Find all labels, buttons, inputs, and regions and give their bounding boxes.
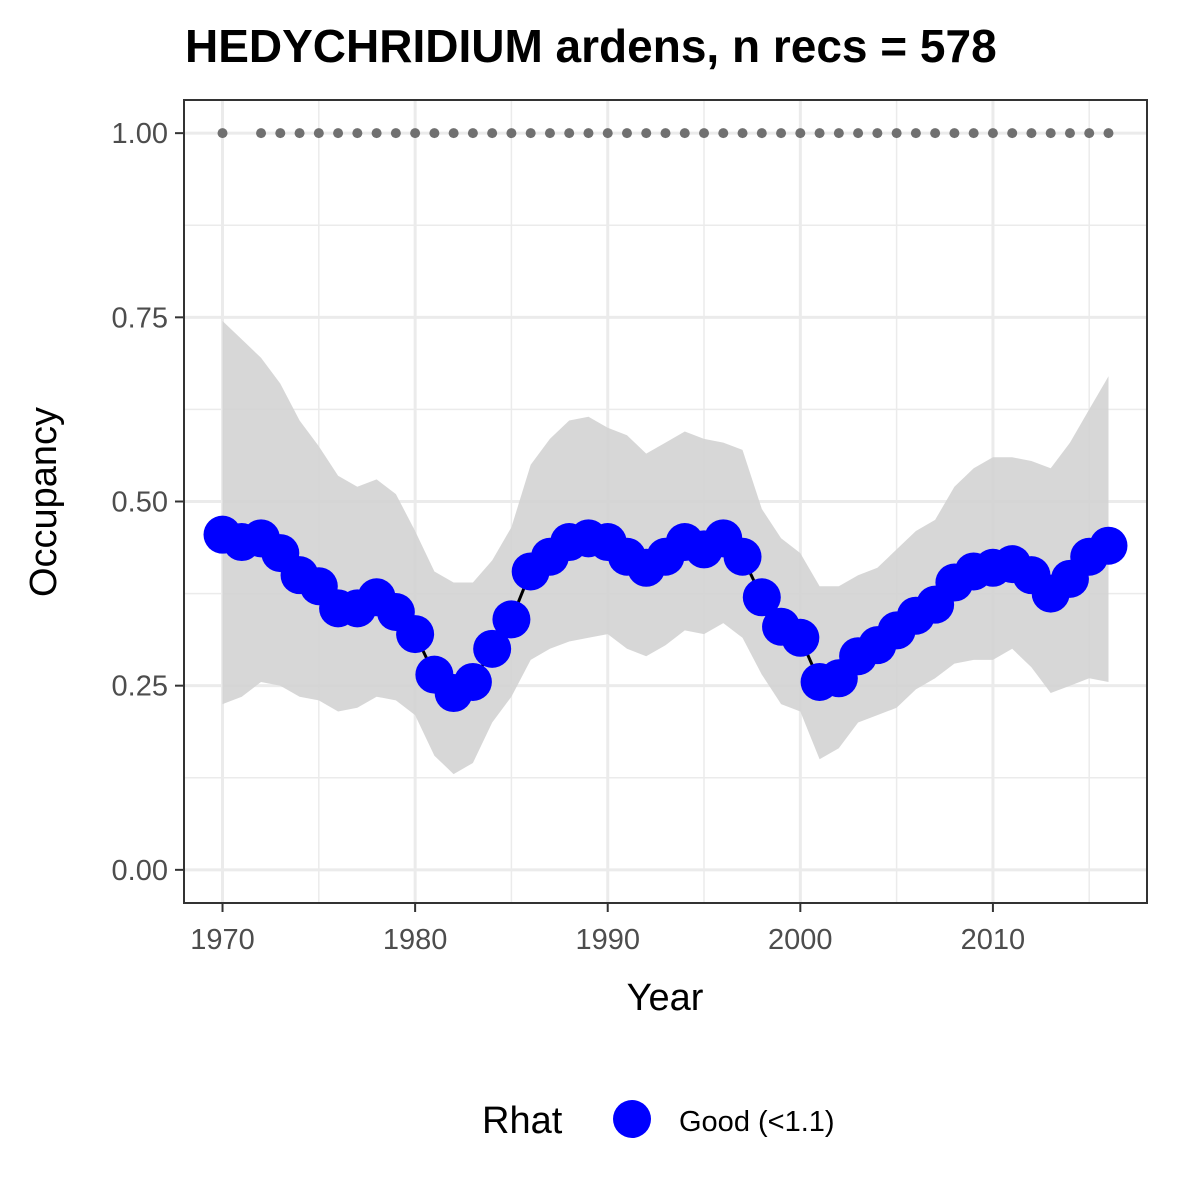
detection-point <box>872 128 883 139</box>
detection-point <box>390 128 401 139</box>
detection-point <box>352 128 363 139</box>
detection-point <box>1045 128 1056 139</box>
y-tick-label: 1.00 <box>112 118 168 150</box>
detection-points <box>217 128 1114 139</box>
detection-point <box>1064 128 1075 139</box>
detection-point <box>583 128 594 139</box>
detection-point <box>1007 128 1018 139</box>
chart-title: HEDYCHRIDIUM ardens, n recs = 578 <box>185 20 997 72</box>
detection-point <box>949 128 960 139</box>
x-tick-label: 1980 <box>383 924 448 956</box>
occupancy-point <box>723 537 762 576</box>
detection-point <box>313 128 324 139</box>
x-tick-label: 2010 <box>961 924 1026 956</box>
detection-point <box>621 128 632 139</box>
x-tick-label: 1990 <box>575 924 640 956</box>
detection-point <box>602 128 613 139</box>
detection-point <box>853 128 864 139</box>
detection-point <box>506 128 517 139</box>
occupancy-point <box>492 600 531 639</box>
detection-point <box>544 128 555 139</box>
detection-point <box>910 128 921 139</box>
detection-point <box>217 128 228 139</box>
detection-point <box>930 128 941 139</box>
y-tick-label: 0.25 <box>112 671 168 703</box>
x-tick-label: 1970 <box>190 924 255 956</box>
detection-point <box>256 128 267 139</box>
detection-point <box>795 128 806 139</box>
occupancy-point <box>473 629 512 668</box>
detection-point <box>987 128 998 139</box>
detection-point <box>333 128 344 139</box>
legend-label-good: Good (<1.1) <box>679 1106 835 1138</box>
y-tick-label: 0.00 <box>112 855 168 887</box>
occupancy-points <box>203 515 1128 713</box>
detection-point <box>467 128 478 139</box>
detection-point <box>641 128 652 139</box>
occupancy-point <box>742 578 781 617</box>
y-axis: 0.00 0.25 0.50 0.75 1.00 <box>112 118 184 887</box>
legend: Rhat Good (<1.1) <box>482 1100 835 1142</box>
detection-point <box>1026 128 1037 139</box>
detection-point <box>294 128 305 139</box>
occupancy-point <box>453 662 492 701</box>
detection-point <box>737 128 748 139</box>
y-tick-label: 0.50 <box>112 487 168 519</box>
detection-point <box>429 128 440 139</box>
plot-panel <box>183 99 1148 904</box>
occupancy-point <box>396 615 435 654</box>
detection-point <box>448 128 459 139</box>
legend-key-good <box>613 1100 651 1138</box>
x-axis: 1970 1980 1990 2000 2010 <box>190 903 1025 956</box>
detection-point <box>275 128 286 139</box>
legend-title: Rhat <box>482 1100 563 1142</box>
occupancy-point <box>781 618 820 657</box>
y-tick-label: 0.75 <box>112 302 168 334</box>
detection-point <box>410 128 421 139</box>
detection-point <box>756 128 767 139</box>
detection-point <box>660 128 671 139</box>
detection-point <box>718 128 729 139</box>
occupancy-point <box>1089 526 1128 565</box>
detection-point <box>679 128 690 139</box>
x-axis-title: Year <box>627 977 704 1019</box>
detection-point <box>371 128 382 139</box>
x-tick-label: 2000 <box>768 924 833 956</box>
detection-point <box>699 128 710 139</box>
detection-point <box>487 128 498 139</box>
detection-point <box>776 128 787 139</box>
detection-point <box>833 128 844 139</box>
detection-point <box>968 128 979 139</box>
detection-point <box>1084 128 1095 139</box>
detection-point <box>564 128 575 139</box>
detection-point <box>814 128 825 139</box>
y-axis-title: Occupancy <box>23 407 65 597</box>
detection-point <box>891 128 902 139</box>
detection-point <box>1103 128 1114 139</box>
detection-point <box>525 128 536 139</box>
